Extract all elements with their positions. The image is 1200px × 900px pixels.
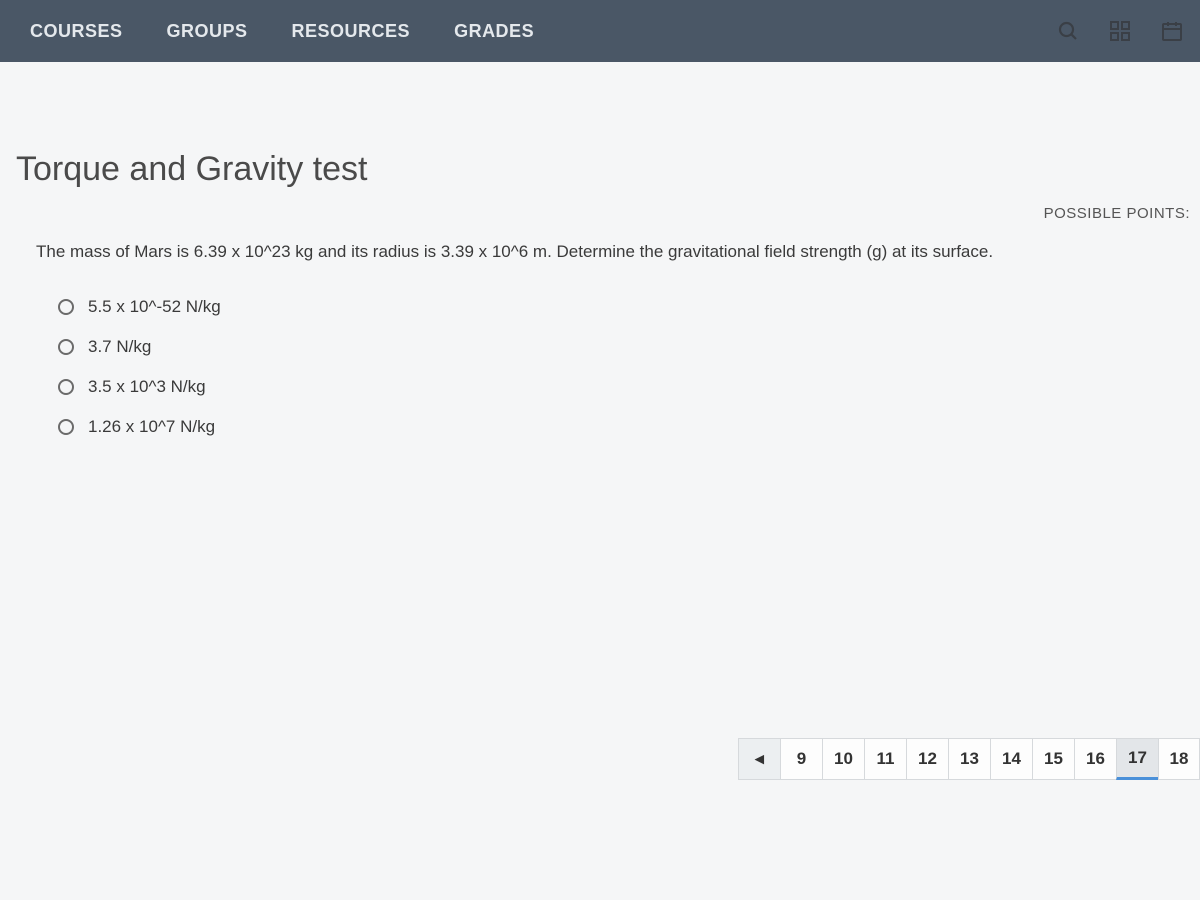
pager-page-9[interactable]: 9: [780, 738, 822, 780]
pager-page-15[interactable]: 15: [1032, 738, 1074, 780]
option-4[interactable]: 1.26 x 10^7 N/kg: [58, 407, 1174, 447]
possible-points-label: POSSIBLE POINTS:: [1044, 205, 1190, 222]
page-title: Torque and Gravity test: [16, 150, 1190, 189]
content-area: Torque and Gravity test POSSIBLE POINTS:…: [0, 62, 1200, 457]
option-label: 3.5 x 10^3 N/kg: [88, 377, 206, 397]
pager-page-11[interactable]: 11: [864, 738, 906, 780]
options-list: 5.5 x 10^-52 N/kg 3.7 N/kg 3.5 x 10^3 N/…: [36, 287, 1174, 447]
radio-icon: [58, 299, 74, 315]
nav-courses[interactable]: COURSES: [8, 0, 145, 62]
question-pager: ◂ 9 10 11 12 13 14 15 16 17 18: [738, 738, 1200, 780]
search-icon[interactable]: [1052, 15, 1084, 47]
pager-prev-button[interactable]: ◂: [738, 738, 780, 780]
pager-page-13[interactable]: 13: [948, 738, 990, 780]
option-label: 5.5 x 10^-52 N/kg: [88, 297, 221, 317]
pager-page-17[interactable]: 17: [1116, 738, 1158, 780]
radio-icon: [58, 379, 74, 395]
option-3[interactable]: 3.5 x 10^3 N/kg: [58, 367, 1174, 407]
option-2[interactable]: 3.7 N/kg: [58, 327, 1174, 367]
radio-icon: [58, 339, 74, 355]
nav-items: COURSES GROUPS RESOURCES GRADES: [8, 0, 556, 62]
pager-page-16[interactable]: 16: [1074, 738, 1116, 780]
nav-resources[interactable]: RESOURCES: [270, 0, 433, 62]
pager-page-10[interactable]: 10: [822, 738, 864, 780]
question-text: The mass of Mars is 6.39 x 10^23 kg and …: [36, 239, 1174, 265]
calendar-icon[interactable]: [1156, 15, 1188, 47]
nav-groups[interactable]: GROUPS: [145, 0, 270, 62]
pager-page-14[interactable]: 14: [990, 738, 1032, 780]
top-nav: COURSES GROUPS RESOURCES GRADES: [0, 0, 1200, 62]
pager-page-18[interactable]: 18: [1158, 738, 1200, 780]
nav-right-icons: [1052, 0, 1188, 62]
option-label: 3.7 N/kg: [88, 337, 151, 357]
question-card: POSSIBLE POINTS: The mass of Mars is 6.3…: [10, 229, 1190, 457]
pager-page-12[interactable]: 12: [906, 738, 948, 780]
option-label: 1.26 x 10^7 N/kg: [88, 417, 215, 437]
apps-icon[interactable]: [1104, 15, 1136, 47]
radio-icon: [58, 419, 74, 435]
option-1[interactable]: 5.5 x 10^-52 N/kg: [58, 287, 1174, 327]
nav-grades[interactable]: GRADES: [432, 0, 556, 62]
